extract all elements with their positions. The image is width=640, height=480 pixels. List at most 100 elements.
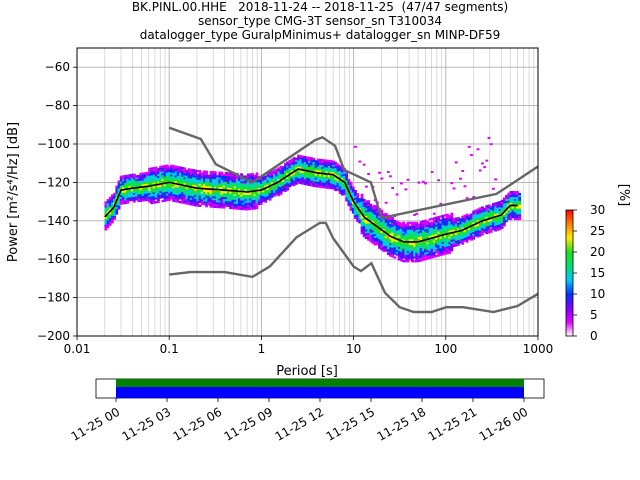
heatmap-cell: [415, 223, 419, 226]
heatmap-cell: [148, 198, 152, 201]
heatmap-cell: [413, 233, 416, 236]
heatmap-cell: [218, 171, 222, 174]
heatmap-cell: [336, 175, 340, 178]
heatmap-cell: [181, 193, 184, 197]
heatmap-cell: [428, 243, 432, 246]
heatmap-cell: [408, 258, 412, 261]
heatmap-cell: [389, 252, 392, 255]
heatmap-cell: [467, 231, 471, 235]
heatmap-cell: [450, 224, 454, 227]
heatmap-cell: [244, 196, 248, 199]
heatmap-cell: [222, 173, 226, 176]
heatmap-cell: [421, 235, 425, 238]
heatmap-cell: [354, 195, 357, 198]
heatmap-cell: [472, 233, 476, 236]
heatmap-cell: [356, 212, 360, 215]
heatmap-cell: [450, 247, 454, 250]
heatmap-cell: [443, 219, 447, 223]
heatmap-cell: [406, 225, 410, 228]
heatmap-cell: [205, 195, 208, 198]
heatmap-cell: [421, 231, 425, 234]
heatmap-cell: [113, 217, 117, 220]
heatmap-cell: [518, 217, 522, 221]
heatmap-cell: [231, 180, 235, 183]
heatmap-cell: [213, 194, 217, 197]
heatmap-cell: [481, 233, 484, 236]
heatmap-cell: [507, 217, 511, 220]
heatmap-cell: [277, 172, 281, 176]
heatmap-cell: [218, 175, 222, 178]
heatmap-cell: [283, 172, 287, 175]
heatmap-cell: [211, 205, 215, 208]
heatmap-cell: [161, 176, 165, 180]
heatmap-cell: [454, 161, 458, 164]
heatmap-cell: [117, 182, 121, 185]
heatmap-cell: [218, 190, 222, 193]
heatmap-cell: [106, 223, 110, 227]
heatmap-cell: [345, 187, 349, 190]
heatmap-cell: [314, 185, 318, 188]
axis-ticks: 0.01 0.1 1 10 100 1000−60−80−100−120−140−160−…: [37, 60, 553, 356]
heatmap-cell: [207, 191, 211, 195]
heatmap-cell: [467, 214, 471, 217]
heatmap-cell: [259, 187, 263, 190]
heatmap-cell: [400, 228, 403, 231]
heatmap-cell: [316, 162, 320, 165]
heatmap-cell: [279, 175, 283, 178]
heatmap-cell: [446, 223, 449, 226]
heatmap-cell: [121, 192, 125, 195]
heatmap-cell: [406, 258, 410, 261]
heatmap-cell: [301, 172, 305, 176]
heatmap-cell: [465, 225, 469, 228]
heatmap-cell: [509, 192, 513, 196]
heatmap-cell: [397, 248, 401, 251]
heatmap-cell: [351, 194, 355, 197]
heatmap-cell: [491, 212, 495, 215]
heatmap-cell: [437, 216, 441, 219]
heatmap-cell: [408, 242, 412, 246]
heatmap-cell: [299, 158, 303, 162]
heatmap-cell: [437, 231, 441, 234]
heatmap-cell: [290, 164, 294, 167]
heatmap-cell: [369, 215, 373, 218]
heatmap-cell: [248, 184, 252, 188]
heatmap-cell: [248, 204, 252, 207]
heatmap-cell: [513, 206, 517, 209]
heatmap-cell: [323, 159, 327, 162]
heatmap-cell: [426, 249, 430, 252]
heatmap-cell: [476, 212, 480, 215]
heatmap-cell: [435, 245, 438, 248]
heatmap-cell: [446, 250, 449, 253]
heatmap-cell: [463, 230, 467, 233]
heatmap-cell: [463, 220, 467, 223]
heatmap-cell: [194, 202, 198, 205]
heatmap-cell: [312, 184, 316, 187]
heatmap-cell: [115, 206, 119, 209]
heatmap-cell: [187, 200, 191, 204]
heatmap-cell: [157, 193, 160, 196]
heatmap-cell: [367, 234, 370, 237]
heatmap-cell: [185, 187, 189, 190]
heatmap-cell: [139, 199, 143, 202]
heatmap-cell: [176, 175, 180, 178]
heatmap-cell: [257, 200, 261, 204]
heatmap-cell: [334, 167, 338, 171]
heatmap-cell: [446, 217, 449, 220]
heatmap-cell: [483, 221, 487, 224]
heatmap-cell: [424, 221, 427, 224]
heatmap-cell: [132, 190, 136, 194]
heatmap-cell: [124, 201, 127, 205]
heatmap-cell: [170, 176, 173, 179]
heatmap-cell: [343, 189, 346, 192]
heatmap-cell: [143, 199, 147, 202]
heatmap-cell: [410, 233, 414, 236]
heatmap-cell: [165, 168, 169, 171]
heatmap-cell: [356, 214, 360, 217]
heatmap-cell: [159, 169, 162, 172]
heatmap-cell: [157, 200, 160, 203]
heatmap-cell: [126, 189, 130, 193]
heatmap-cell: [200, 193, 204, 196]
heatmap-cell: [248, 207, 252, 211]
heatmap-cell: [426, 243, 430, 247]
heatmap-cell: [146, 177, 149, 180]
